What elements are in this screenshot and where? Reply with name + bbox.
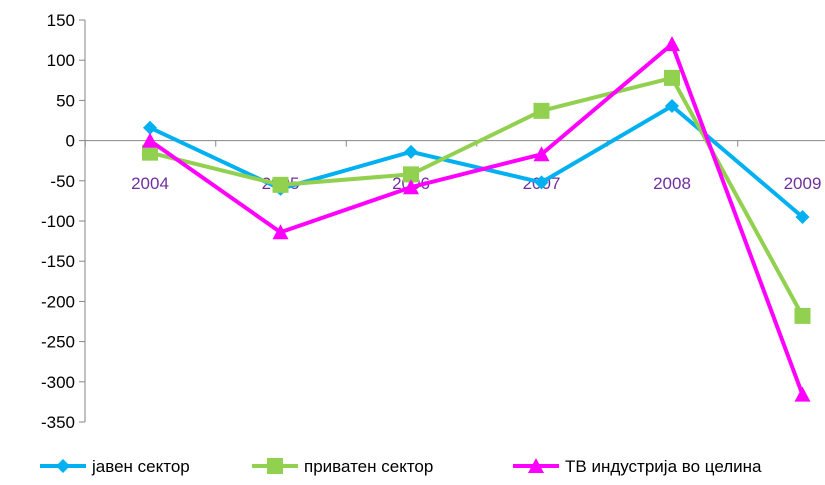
chart-axes <box>84 20 825 422</box>
y-tick-label: -100 <box>41 212 75 231</box>
series-3 <box>142 36 811 402</box>
y-tick-label: -250 <box>41 333 75 352</box>
series-2 <box>142 69 811 324</box>
data-point <box>794 386 811 402</box>
data-point <box>272 224 289 240</box>
legend-label: ТВ индустрија во целина <box>565 457 762 476</box>
data-point <box>142 132 158 148</box>
y-tick-label: -150 <box>41 252 75 271</box>
legend-item-2: приватен сектор <box>252 457 433 476</box>
legend-marker <box>528 458 544 473</box>
data-point <box>142 144 158 161</box>
data-point <box>664 69 680 86</box>
legend-marker <box>267 458 283 474</box>
y-tick-label: -50 <box>50 172 75 191</box>
legend-label: приватен сектор <box>304 457 433 476</box>
data-point <box>403 166 419 183</box>
data-point <box>403 179 419 195</box>
y-tick-label: 50 <box>56 91 75 110</box>
data-point <box>665 99 679 114</box>
data-point <box>795 209 810 224</box>
legend-item-3: ТВ индустрија во целина <box>513 457 762 476</box>
data-point <box>533 146 550 162</box>
data-point <box>534 175 549 190</box>
legend-item-1: јавен сектор <box>40 457 190 476</box>
chart-series <box>142 36 811 402</box>
series-line <box>148 42 805 397</box>
data-point <box>404 144 418 159</box>
x-tick-label: 2004 <box>131 174 169 193</box>
legend-marker <box>56 459 70 473</box>
legend-label: јавен сектор <box>91 457 190 476</box>
data-point <box>272 176 289 193</box>
x-tick-label: 2009 <box>784 174 822 193</box>
data-point <box>533 102 550 119</box>
y-tick-label: -200 <box>41 292 75 311</box>
y-tick-label: -350 <box>41 413 75 432</box>
chart-legend: јавен сектор приватен сектор ТВ индустрија… <box>40 457 762 476</box>
y-tick-label: 0 <box>66 132 75 151</box>
y-axis-ticks: 150 100 50 0 -50 -100 -150 -200 -250 -300 -350 <box>41 11 85 432</box>
series-line <box>148 75 805 318</box>
y-tick-label: 100 <box>47 51 75 70</box>
y-tick-label: 150 <box>47 11 75 30</box>
data-point <box>664 36 680 52</box>
data-point <box>794 307 811 324</box>
series-line <box>148 104 805 219</box>
y-tick-label: -300 <box>41 373 75 392</box>
data-point <box>143 120 157 135</box>
x-tick-label: 2008 <box>653 174 691 193</box>
